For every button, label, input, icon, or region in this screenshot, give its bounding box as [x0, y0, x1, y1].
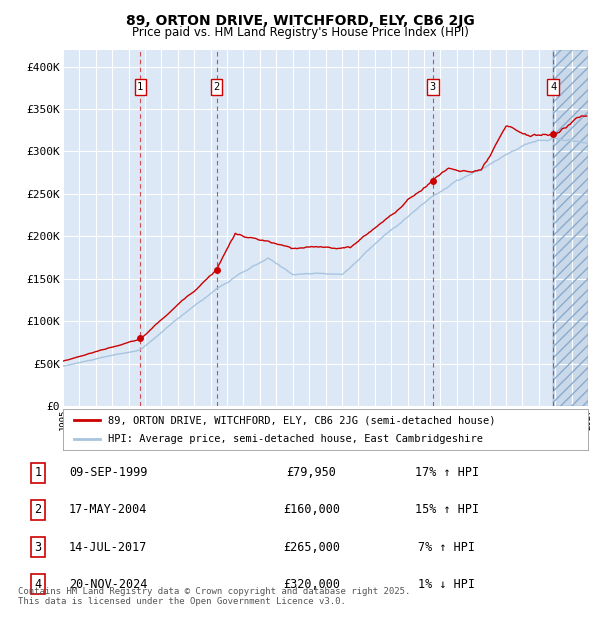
Text: 2: 2 [214, 82, 220, 92]
Text: 89, ORTON DRIVE, WITCHFORD, ELY, CB6 2JG (semi-detached house): 89, ORTON DRIVE, WITCHFORD, ELY, CB6 2JG… [107, 415, 495, 425]
Text: 1: 1 [34, 466, 41, 479]
Text: 17% ↑ HPI: 17% ↑ HPI [415, 466, 479, 479]
Text: 7% ↑ HPI: 7% ↑ HPI [418, 541, 475, 554]
Text: 4: 4 [550, 82, 556, 92]
Text: 20-NOV-2024: 20-NOV-2024 [69, 578, 148, 591]
Text: £79,950: £79,950 [286, 466, 336, 479]
Text: 2: 2 [34, 503, 41, 516]
Text: 15% ↑ HPI: 15% ↑ HPI [415, 503, 479, 516]
Text: 1% ↓ HPI: 1% ↓ HPI [418, 578, 475, 591]
Text: HPI: Average price, semi-detached house, East Cambridgeshire: HPI: Average price, semi-detached house,… [107, 435, 482, 445]
Bar [553, 50, 588, 406]
Text: 4: 4 [34, 578, 41, 591]
Text: Contains HM Land Registry data © Crown copyright and database right 2025.
This d: Contains HM Land Registry data © Crown c… [18, 587, 410, 606]
Text: 3: 3 [34, 541, 41, 554]
Text: £160,000: £160,000 [283, 503, 340, 516]
Text: 3: 3 [430, 82, 436, 92]
Text: 14-JUL-2017: 14-JUL-2017 [69, 541, 148, 554]
Text: £320,000: £320,000 [283, 578, 340, 591]
Text: 1: 1 [137, 82, 143, 92]
Text: Price paid vs. HM Land Registry's House Price Index (HPI): Price paid vs. HM Land Registry's House … [131, 26, 469, 39]
Text: 89, ORTON DRIVE, WITCHFORD, ELY, CB6 2JG: 89, ORTON DRIVE, WITCHFORD, ELY, CB6 2JG [125, 14, 475, 28]
Text: 09-SEP-1999: 09-SEP-1999 [69, 466, 148, 479]
Text: 17-MAY-2004: 17-MAY-2004 [69, 503, 148, 516]
Text: £265,000: £265,000 [283, 541, 340, 554]
Bar [553, 50, 588, 406]
